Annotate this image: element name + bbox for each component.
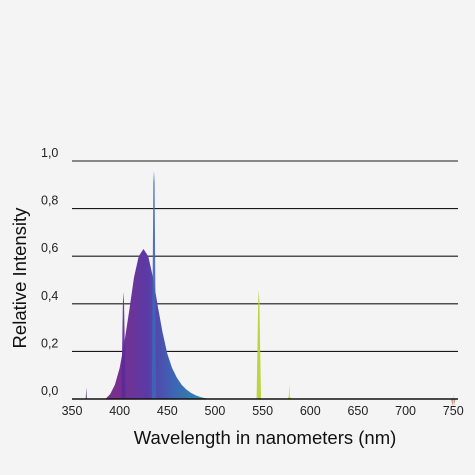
x-tick-label: 500 xyxy=(205,404,226,418)
x-tick-label: 600 xyxy=(300,404,321,418)
x-tick-label: 350 xyxy=(62,404,83,418)
x-tick-label: 550 xyxy=(252,404,273,418)
y-tick-label: 1,0 xyxy=(41,146,58,160)
x-tick-label: 400 xyxy=(109,404,130,418)
x-tick-label: 650 xyxy=(347,404,368,418)
y-tick-label: 0,2 xyxy=(41,336,58,350)
emission-line-peak xyxy=(151,170,157,399)
y-tick-label: 0,0 xyxy=(41,384,58,398)
main-band-area xyxy=(105,249,211,399)
y-axis-title: Relative Intensity xyxy=(9,207,30,349)
emission-line-peak xyxy=(84,387,89,400)
emission-line-peak xyxy=(451,394,456,407)
y-tick-label: 0,6 xyxy=(41,241,58,255)
x-axis-title: Wavelength in nanometers (nm) xyxy=(134,427,397,448)
y-tick-label: 0,4 xyxy=(41,289,58,303)
emission-line-peak xyxy=(287,384,292,399)
x-tick-label: 750 xyxy=(443,404,464,418)
emission-line-peak xyxy=(121,291,126,399)
emission-line-peak xyxy=(256,289,262,399)
x-tick-label: 450 xyxy=(157,404,178,418)
y-tick-label: 0,8 xyxy=(41,194,58,208)
x-tick-label: 700 xyxy=(395,404,416,418)
